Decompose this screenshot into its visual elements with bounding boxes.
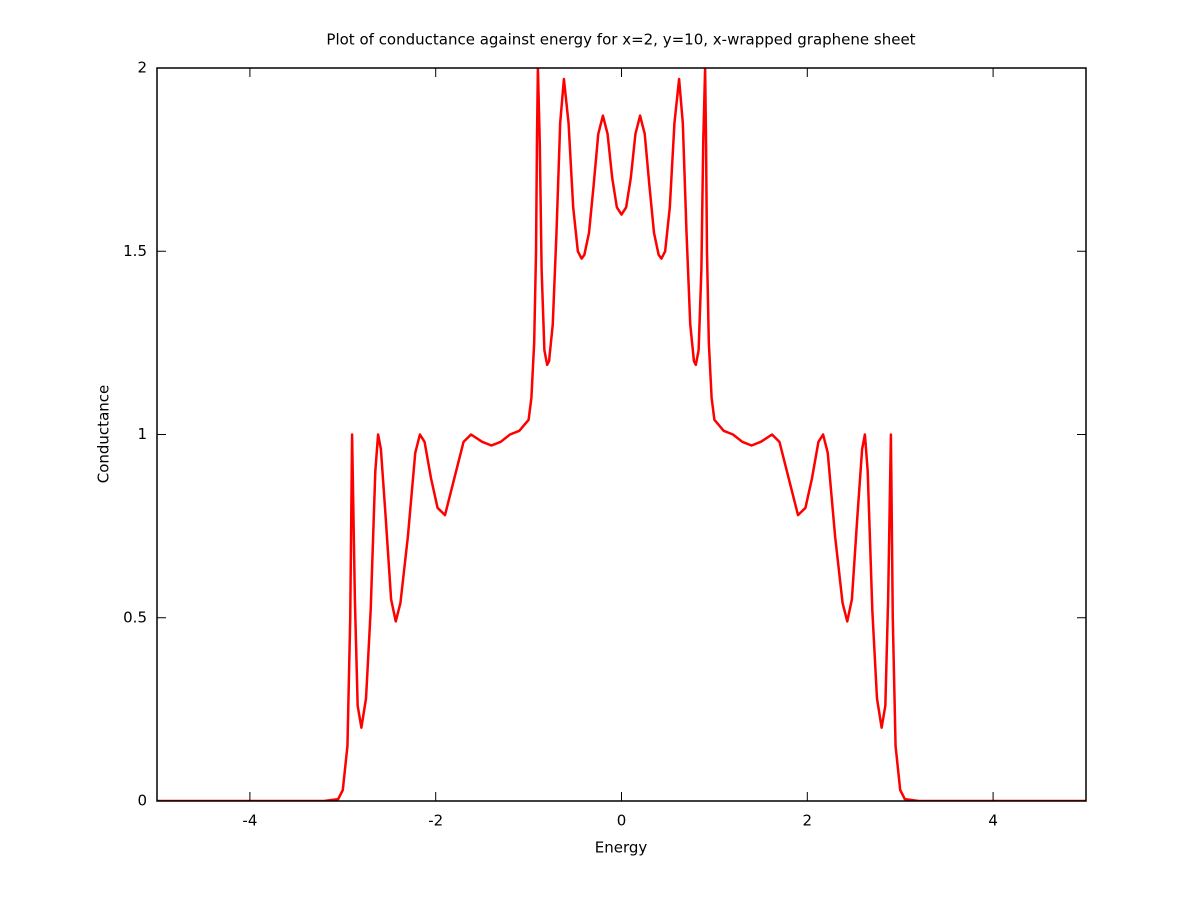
plot-area: [157, 68, 1086, 801]
y-tick-label: 0: [137, 792, 147, 810]
x-tick-label: -2: [428, 812, 443, 830]
y-tick-label: 1.5: [123, 242, 147, 260]
x-tick-label: 0: [617, 812, 627, 830]
y-tick-label: 0.5: [123, 608, 147, 626]
x-tick-label: 2: [803, 812, 813, 830]
x-axis-label: Energy: [595, 839, 648, 857]
y-axis-label: Conductance: [95, 385, 113, 484]
chart-title: Plot of conductance against energy for x…: [326, 31, 915, 49]
x-tick-label: -4: [242, 812, 257, 830]
y-tick-label: 2: [137, 59, 147, 77]
x-tick-label: 4: [988, 812, 998, 830]
y-tick-label: 1: [137, 425, 147, 443]
plot-frame: [156, 67, 1087, 802]
data-line: [157, 68, 1086, 801]
